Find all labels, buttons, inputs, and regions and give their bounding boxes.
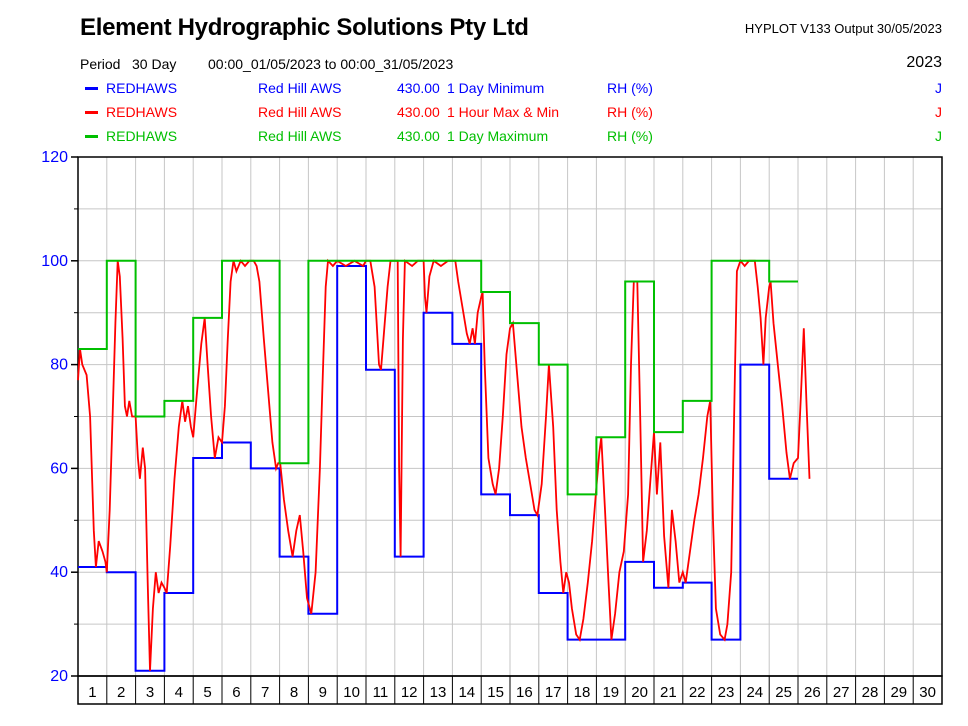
legend-trace-type: 1 Hour Max & Min: [447, 104, 560, 120]
x-day-label: 16: [516, 684, 533, 701]
x-day-label: 15: [487, 684, 504, 701]
x-day-label: 30: [919, 684, 936, 701]
series-1-hour-max-min: [77, 258, 811, 671]
line-sample-icon: [85, 111, 98, 114]
legend-station-id: REDHAWS: [106, 104, 178, 120]
y-tick-label: 20: [50, 668, 68, 685]
x-day-label: 4: [175, 684, 183, 701]
x-day-label: 23: [718, 684, 735, 701]
x-day-label: 2: [117, 684, 125, 701]
x-day-label: 13: [430, 684, 447, 701]
x-day-label: 11: [373, 684, 389, 701]
series-1-day-maximum: [78, 259, 798, 496]
line-sample-icon: [85, 87, 98, 90]
x-day-label: 19: [602, 684, 619, 701]
x-day-label: 26: [804, 684, 821, 701]
y-tick-label: 120: [41, 149, 68, 166]
x-day-label: 27: [833, 684, 850, 701]
x-day-label: 25: [775, 684, 792, 701]
x-day-label: 12: [401, 684, 418, 701]
legend-station-name: Red Hill AWS: [258, 128, 342, 144]
legend-elevation: 430.00: [397, 104, 440, 120]
legend-unit: RH (%): [607, 128, 653, 144]
legend-station-name: Red Hill AWS: [258, 80, 342, 96]
period-range: 00:00_01/05/2023 to 00:00_31/05/2023: [208, 56, 454, 72]
x-day-label: 24: [746, 684, 763, 701]
page-title: Element Hydrographic Solutions Pty Ltd: [80, 14, 529, 41]
legend-unit: RH (%): [607, 104, 653, 120]
x-day-label: 20: [631, 684, 648, 701]
legend-elevation: 430.00: [397, 80, 440, 96]
legend-quality-code: J: [935, 104, 942, 120]
line-sample-icon: [85, 135, 98, 138]
legend-station-name: Red Hill AWS: [258, 104, 342, 120]
y-tick-label: 100: [41, 253, 68, 270]
legend-quality-code: J: [935, 80, 942, 96]
x-day-label: 3: [146, 684, 154, 701]
y-tick-label: 80: [50, 357, 68, 374]
year-label: 2023: [906, 54, 942, 71]
x-day-label: 28: [862, 684, 879, 701]
legend-station-id: REDHAWS: [106, 128, 178, 144]
x-day-label: 5: [203, 684, 211, 701]
x-day-label: 17: [545, 684, 562, 701]
x-day-label: 1: [88, 684, 96, 701]
legend-unit: RH (%): [607, 80, 653, 96]
x-day-label: 8: [290, 684, 298, 701]
legend-station-id: REDHAWS: [106, 80, 178, 96]
x-day-label: 29: [890, 684, 907, 701]
y-tick-label: 60: [50, 460, 68, 477]
legend-elevation: 430.00: [397, 128, 440, 144]
legend-trace-type: 1 Day Minimum: [447, 80, 545, 96]
legend-trace-type: 1 Day Maximum: [447, 128, 549, 144]
legend-quality-code: J: [935, 128, 942, 144]
x-day-label: 10: [343, 684, 360, 701]
x-day-label: 18: [574, 684, 591, 701]
series-1-day-minimum: [78, 264, 798, 672]
x-day-label: 21: [660, 684, 677, 701]
period-label: Period: [80, 56, 121, 72]
x-day-label: 7: [261, 684, 269, 701]
hyplot-version-text: HYPLOT V133 Output 30/05/2023: [744, 21, 942, 36]
x-day-label: 9: [319, 684, 327, 701]
y-tick-label: 40: [50, 564, 68, 581]
period-value: 30 Day: [132, 56, 177, 72]
x-day-label: 14: [458, 684, 475, 701]
x-day-label: 6: [232, 684, 240, 701]
x-day-label: 22: [689, 684, 706, 701]
